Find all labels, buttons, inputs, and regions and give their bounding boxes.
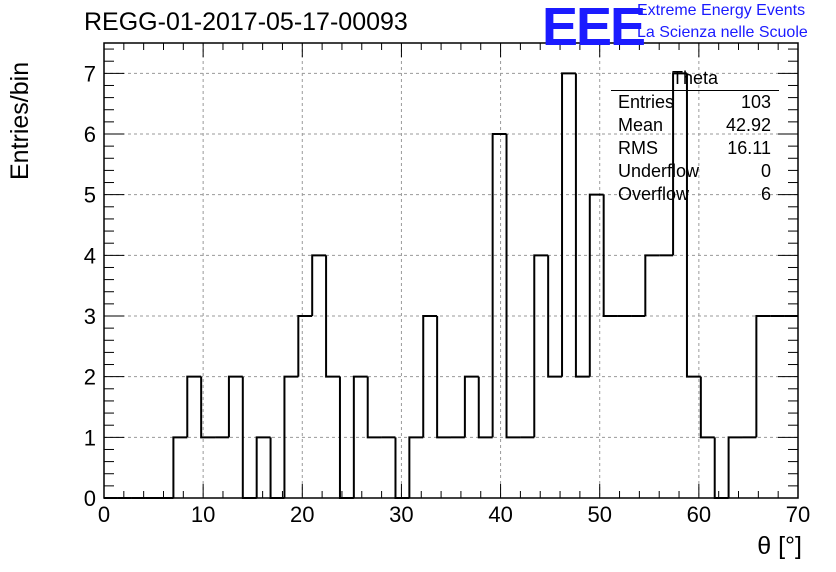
histogram-bin xyxy=(283,375,299,498)
histogram-bin xyxy=(463,375,479,438)
stats-title: Theta xyxy=(611,66,779,91)
histogram-bin xyxy=(477,376,493,439)
y-tick-label: 5 xyxy=(84,183,96,208)
stats-value: 103 xyxy=(740,92,771,112)
x-tick-label: 50 xyxy=(587,502,611,527)
run-title: REGG-01-2017-05-17-00093 xyxy=(84,8,408,36)
histogram-bin xyxy=(394,437,410,499)
y-axis-label: Entries/bin xyxy=(6,61,34,180)
histogram-bin xyxy=(436,316,451,439)
stats-label: Overflow xyxy=(618,184,690,204)
x-tick-label: 20 xyxy=(290,502,314,527)
logo-line-2: La Scienza nelle Scuole xyxy=(637,24,808,41)
x-tick-label: 70 xyxy=(786,502,810,527)
histogram-bin xyxy=(574,73,590,378)
x-tick-label: 40 xyxy=(488,502,512,527)
stats-row-overflow: Overflow 6 xyxy=(611,183,779,206)
plot-frame xyxy=(103,42,799,499)
histogram-bin xyxy=(491,133,507,438)
histogram-bin xyxy=(227,375,243,438)
y-tick-label: 1 xyxy=(84,425,96,450)
stats-label: RMS xyxy=(618,138,658,158)
histogram-bin xyxy=(505,134,521,439)
stats-value: 0 xyxy=(760,161,771,181)
histogram-bin xyxy=(755,315,771,438)
histogram-bin xyxy=(325,255,340,378)
y-tick-label: 4 xyxy=(84,243,96,268)
logo-line-1: Extreme Energy Events xyxy=(637,2,806,19)
histogram-bin xyxy=(727,436,743,498)
stats-value: 6 xyxy=(760,184,771,204)
histogram-bin xyxy=(297,315,313,377)
stats-value: 16.11 xyxy=(727,138,771,158)
histogram-bin xyxy=(422,315,438,438)
eee-logo: EEE xyxy=(542,0,646,57)
x-tick-label: 0 xyxy=(98,502,110,527)
histogram-bin xyxy=(366,376,382,439)
x-axis-label: θ [°] xyxy=(757,532,802,560)
y-tick-label: 2 xyxy=(84,365,96,390)
y-tick-label: 7 xyxy=(84,61,96,86)
x-tick-label: 10 xyxy=(191,502,215,527)
histogram-bin xyxy=(200,376,216,439)
y-tick-label: 3 xyxy=(84,304,96,329)
histogram-bin xyxy=(699,376,715,439)
histogram-bin xyxy=(547,255,563,378)
x-tick-label: 30 xyxy=(389,502,413,527)
histogram-bin xyxy=(172,436,188,498)
stats-label: Entries xyxy=(618,92,675,112)
histogram-bin xyxy=(352,375,368,498)
x-tick-label: 60 xyxy=(687,502,711,527)
stats-row-mean: Mean 42.92 xyxy=(611,114,779,137)
histogram-bin xyxy=(311,254,327,316)
histogram-bin xyxy=(408,436,424,498)
stats-label: Underflow xyxy=(618,161,700,181)
histogram-bin xyxy=(685,73,701,378)
histogram-bin xyxy=(602,194,618,317)
stats-box: Theta Entries 103 Mean 42.92 RMS 16.11 U… xyxy=(611,66,779,206)
stats-row-entries: Entries 103 xyxy=(611,91,779,114)
stats-row-rms: RMS 16.11 xyxy=(611,137,779,160)
y-tick-label: 0 xyxy=(84,486,96,511)
y-tick-label: 6 xyxy=(84,122,96,147)
histogram-bin xyxy=(588,193,604,377)
stats-value: 42.92 xyxy=(725,115,771,135)
stats-label: Mean xyxy=(618,115,664,135)
histogram-bin xyxy=(713,437,729,499)
histogram-bin xyxy=(255,436,271,498)
histogram-bin xyxy=(186,375,202,438)
histogram-bin xyxy=(644,254,660,316)
histogram-bin xyxy=(269,437,285,499)
histogram-bin xyxy=(561,72,576,377)
stats-row-underflow: Underflow 0 xyxy=(611,160,779,183)
histogram-bin xyxy=(672,72,687,256)
histogram-bin xyxy=(533,254,549,438)
